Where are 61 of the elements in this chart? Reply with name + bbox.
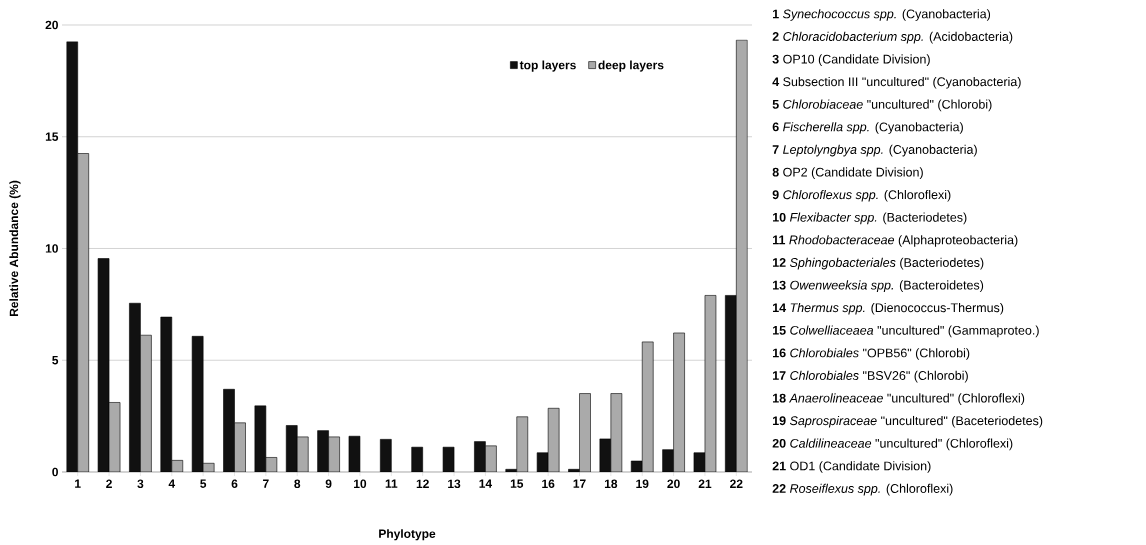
y-axis-title: Relative Abundance (%) xyxy=(9,180,21,317)
x-tick-label: 4 xyxy=(168,479,176,488)
text: 1 Synechococcus spp. (Cyanobacteria) xyxy=(772,9,991,21)
x-tick-label: 8 xyxy=(294,479,301,489)
y-tick-label: 5 xyxy=(52,356,59,365)
text: 19 Saprospiraceae "uncultured" (Baceteriodetes) xyxy=(772,415,1043,428)
x-tick-label: 6 xyxy=(231,479,238,489)
bar xyxy=(736,39,748,472)
bar xyxy=(380,439,392,472)
text: 4 Subsection III "uncultured" (Cyanobacteria) xyxy=(772,76,1021,89)
text: 12 Sphingobacteriales (Bacteriodetes) xyxy=(772,257,984,270)
bar xyxy=(77,153,89,472)
x-tick-label: 22 xyxy=(730,479,743,488)
text: 9 Chloroflexus spp. (Chloroflexi) xyxy=(772,189,951,202)
text: 10 Flexibacter spp. (Bacteriodetes) xyxy=(772,212,967,225)
x-tick-label: 16 xyxy=(542,479,555,489)
text: 7 Leptolyngbya spp. (Cyanobacteria) xyxy=(772,144,977,157)
bar xyxy=(673,332,685,472)
y-tick-label: 10 xyxy=(45,244,58,253)
text: 22 Roseiflexus spp. (Chloroflexi) xyxy=(772,483,953,496)
text: 21 OD1 (Candidate Division) xyxy=(772,461,931,473)
bar xyxy=(442,446,455,472)
x-tick-label: 11 xyxy=(385,479,398,488)
text: 14 Thermus spp. (Dienococcus-Thermus) xyxy=(772,302,1004,315)
x-axis-title: Phylotype xyxy=(379,529,436,541)
x-tick-label: 21 xyxy=(698,479,712,488)
text: 3 OP10 (Candidate Division) xyxy=(772,54,930,67)
text: 5 Chlorobiaceae "uncultured" (Chlorobi) xyxy=(772,99,992,112)
x-tick-label: 20 xyxy=(667,479,680,489)
x-tick-label: 9 xyxy=(325,479,332,489)
x-tick-label: 7 xyxy=(263,479,269,488)
x-tick-label: 12 xyxy=(416,479,429,488)
x-tick-label: 18 xyxy=(604,479,618,489)
text: 2 Chloracidobacterium spp. (Acidobacteria) xyxy=(772,31,1013,44)
text: 6 Fischerella spp. (Cyanobacteria) xyxy=(772,122,963,134)
y-tick-label: 0 xyxy=(52,467,58,477)
text: 13 Owenweeksia spp. (Bacteroidetes) xyxy=(772,280,984,293)
text: 11 Rhodobacteraceae (Alphaproteobacteria) xyxy=(772,235,1018,247)
y-tick-label: 20 xyxy=(45,20,58,30)
y-tick-label: 15 xyxy=(45,132,59,141)
legend-label: top layers xyxy=(519,60,576,72)
x-tick-label: 19 xyxy=(636,479,649,489)
bar xyxy=(411,446,423,472)
x-tick-label: 14 xyxy=(479,479,493,488)
x-tick-label: 1 xyxy=(75,479,81,488)
text: 20 Caldilineaceae "uncultured" (Chloroflexi) xyxy=(772,438,1013,451)
x-tick-label: 2 xyxy=(106,479,112,488)
x-tick-label: 3 xyxy=(137,479,144,489)
x-tick-label: 10 xyxy=(354,479,367,489)
x-tick-label: 13 xyxy=(448,479,461,489)
text: 8 OP2 (Candidate Division) xyxy=(772,167,923,180)
x-tick-label: 15 xyxy=(510,479,524,488)
bar xyxy=(348,435,361,472)
legend-label: deep layers xyxy=(598,60,664,72)
x-tick-label: 5 xyxy=(200,479,207,488)
x-tick-label: 17 xyxy=(573,479,586,488)
text: 16 Chlorobiales "OPB56" (Chlorobi) xyxy=(772,348,970,360)
bar xyxy=(140,334,152,472)
text: 17 Chlorobiales "BSV26" (Chlorobi) xyxy=(772,370,968,383)
text: 18 Anaerolineaceae "uncultured" (Chloroflexi) xyxy=(772,393,1025,406)
text: 15 Colwelliaceaea "uncultured" (Gammaproteo.) xyxy=(772,325,1039,338)
